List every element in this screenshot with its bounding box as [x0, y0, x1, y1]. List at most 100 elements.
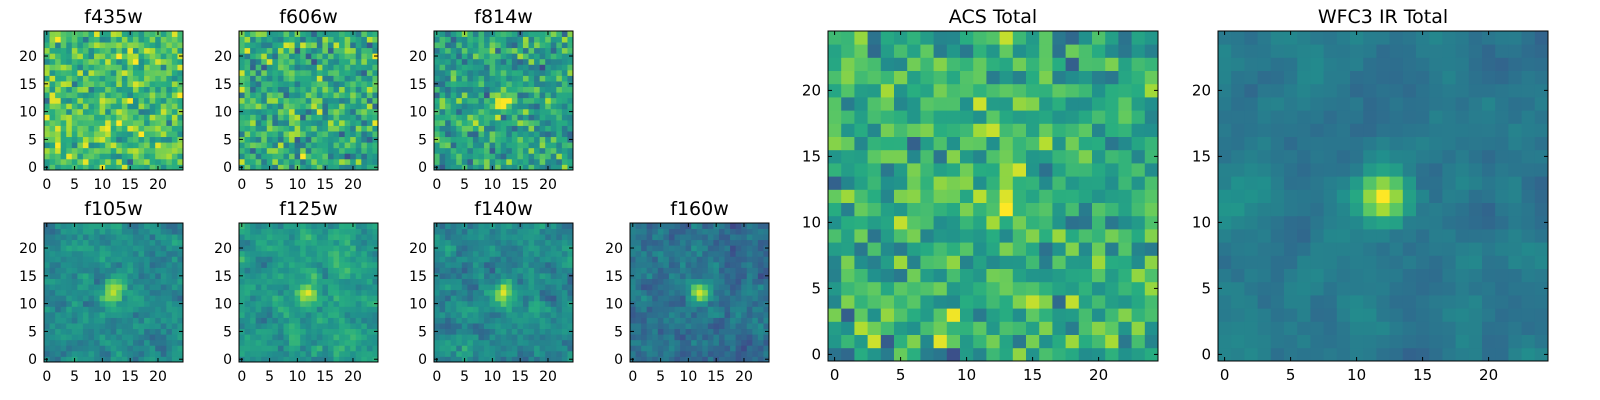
- heatmap-cell: [350, 53, 357, 60]
- heatmap-cell: [674, 284, 681, 291]
- heatmap-cell: [110, 256, 117, 263]
- heatmap-cell: [239, 339, 245, 346]
- heatmap-cell: [933, 295, 948, 309]
- heatmap-cell: [894, 255, 908, 269]
- heatmap-cell: [445, 345, 452, 352]
- heatmap-cell: [434, 131, 440, 138]
- heatmap-cell: [311, 97, 318, 104]
- heatmap-cell: [741, 317, 748, 324]
- heatmap-cell: [82, 334, 89, 341]
- heatmap-cell: [355, 323, 362, 330]
- heatmap-cell: [550, 164, 557, 171]
- heatmap-cell: [933, 189, 948, 203]
- heatmap-cell: [534, 114, 541, 121]
- heatmap-cell: [289, 108, 295, 115]
- heatmap-cell: [445, 250, 452, 257]
- heatmap-cell: [472, 334, 479, 341]
- heatmap-cell: [730, 250, 737, 257]
- heatmap-cell: [707, 261, 714, 268]
- heatmap-cell: [1065, 163, 1080, 177]
- heatmap-cell: [355, 119, 362, 126]
- heatmap-cell: [277, 136, 284, 143]
- heatmap-cell: [277, 317, 284, 324]
- heatmap-cell: [116, 164, 123, 171]
- heatmap-cell: [894, 242, 908, 256]
- heatmap-cell: [439, 267, 446, 274]
- heatmap-cell: [478, 261, 485, 268]
- heatmap-cell: [550, 245, 557, 252]
- heatmap-cell: [920, 149, 934, 164]
- heatmap-cell: [311, 147, 318, 154]
- heatmap-cell: [735, 284, 742, 291]
- heatmap-cell: [155, 108, 162, 115]
- heatmap-cell: [300, 300, 307, 307]
- heatmap-cell: [160, 239, 167, 246]
- heatmap-cell: [99, 125, 106, 132]
- heatmap-cell: [752, 239, 759, 246]
- heatmap-cell: [534, 36, 541, 43]
- heatmap-cell: [550, 256, 557, 263]
- heatmap-cell: [350, 64, 357, 71]
- heatmap-cell: [539, 323, 546, 330]
- panel-title: f125w: [279, 198, 338, 220]
- heatmap-cell: [933, 229, 948, 243]
- heatmap-cell: [691, 339, 698, 346]
- heatmap-cell: [456, 278, 463, 285]
- heatmap-cell: [344, 356, 351, 363]
- heatmap-cell: [171, 223, 178, 229]
- heatmap-cell: [489, 64, 496, 71]
- heatmap-cell: [300, 158, 307, 165]
- heatmap-cell: [171, 58, 178, 65]
- heatmap-cell: [894, 347, 908, 362]
- heatmap-cell: [561, 114, 568, 121]
- heatmap-cell: [445, 317, 452, 324]
- heatmap-cell: [646, 278, 653, 285]
- heatmap-cell: [311, 256, 318, 263]
- heatmap-cell: [439, 125, 446, 132]
- heatmap-cell: [522, 256, 529, 263]
- heatmap-cell: [283, 245, 290, 252]
- heatmap-cell: [305, 350, 312, 357]
- heatmap-cell: [517, 284, 524, 291]
- heatmap-cell: [461, 328, 468, 335]
- heatmap-cell: [1131, 347, 1146, 362]
- heatmap-cell: [907, 176, 921, 190]
- heatmap-cell: [316, 69, 323, 76]
- heatmap-cell: [272, 125, 279, 132]
- heatmap-cell: [339, 256, 346, 263]
- heatmap-cell: [77, 239, 84, 246]
- heatmap-cell: [333, 53, 340, 60]
- heatmap-cell: [289, 36, 295, 43]
- heatmap-cell: [545, 53, 552, 60]
- heatmap-cell: [757, 256, 764, 263]
- heatmap-cell: [545, 345, 552, 352]
- heatmap-cell: [641, 228, 648, 235]
- heatmap-cell: [116, 223, 123, 229]
- heatmap-cell: [127, 273, 134, 279]
- heatmap-cell: [663, 250, 670, 257]
- heatmap-cell: [724, 273, 731, 279]
- heatmap-cell: [730, 267, 737, 274]
- heatmap-cell: [49, 250, 56, 257]
- heatmap-cell: [250, 228, 257, 235]
- heatmap-cell: [539, 328, 546, 335]
- heatmap-cell: [88, 103, 95, 110]
- heatmap-cell: [500, 69, 507, 76]
- axes-frame: [43, 30, 184, 171]
- heatmap-cell: [99, 228, 106, 235]
- heatmap-cell: [344, 147, 351, 154]
- heatmap-cell: [289, 64, 295, 71]
- heatmap-cell: [894, 149, 908, 164]
- heatmap-cell: [522, 114, 529, 121]
- heatmap-cell: [110, 356, 117, 363]
- y-tick-label: 0: [418, 160, 427, 176]
- heatmap-cell: [561, 284, 568, 291]
- heatmap-cell: [149, 42, 156, 49]
- heatmap-cell: [49, 267, 56, 274]
- heatmap-cell: [539, 31, 546, 37]
- heatmap-cell: [539, 64, 546, 71]
- heatmap-cell: [311, 108, 318, 115]
- heatmap-cell: [1052, 295, 1066, 309]
- heatmap-cell: [105, 103, 112, 110]
- heatmap-cell: [350, 245, 357, 252]
